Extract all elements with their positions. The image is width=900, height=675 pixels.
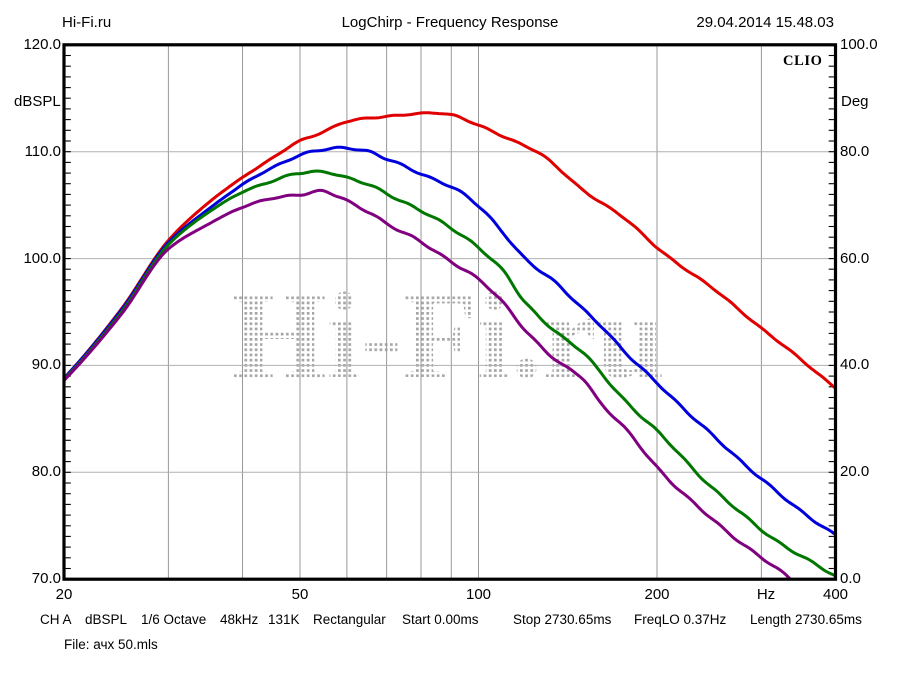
svg-text:Hi-Fi.ru: Hi-Fi.ru bbox=[231, 267, 665, 404]
